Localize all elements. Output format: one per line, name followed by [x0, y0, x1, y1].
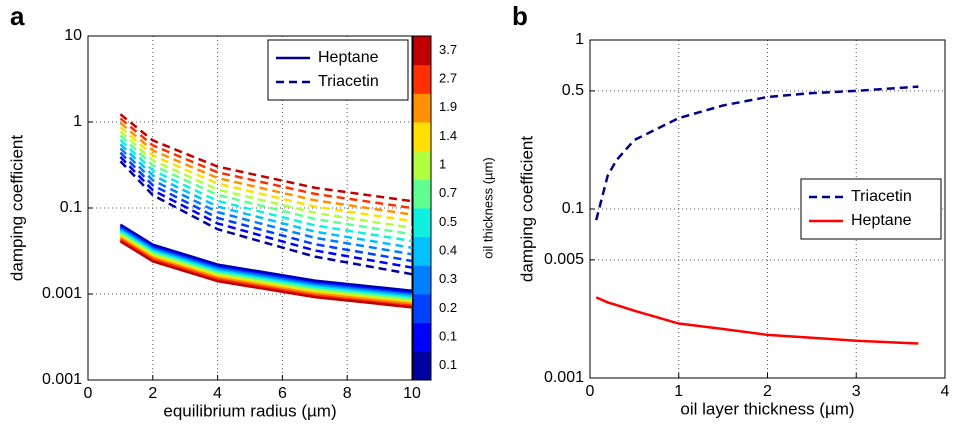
curve	[119, 240, 413, 309]
x-tick-label: 4	[941, 383, 950, 400]
curve	[595, 296, 919, 345]
colorbar-tick-label: 0.3	[439, 271, 457, 286]
y-axis-label: damping coefficient	[517, 136, 536, 282]
colorbar-tick-label: 2.7	[439, 70, 457, 85]
colorbar-swatch	[413, 150, 431, 180]
colorbar-tick-label: 3.7	[439, 42, 457, 57]
x-tick-label: 1	[674, 383, 683, 400]
colorbar-swatch	[413, 322, 431, 352]
colorbar-tick-label: 0.2	[439, 300, 457, 315]
y-tick-label: 10	[64, 27, 82, 44]
curve	[119, 143, 413, 249]
panel-label: a	[10, 1, 25, 31]
panel-label: b	[512, 1, 528, 31]
curve	[119, 147, 413, 256]
x-tick-label: 3	[852, 383, 861, 400]
colorbar-swatch	[413, 208, 431, 238]
curve	[119, 117, 413, 210]
curve	[119, 121, 413, 216]
curve	[119, 126, 413, 223]
x-tick-label: 4	[213, 385, 222, 402]
legend-label: Triacetin	[318, 73, 379, 90]
curve	[119, 236, 413, 306]
colorbar-tick-label: 0.5	[439, 214, 457, 229]
curve	[119, 238, 413, 307]
curve	[119, 139, 413, 243]
colorbar-swatch	[413, 93, 431, 123]
curve	[119, 156, 413, 269]
y-tick-label: 0.001	[42, 371, 82, 388]
colorbar-swatch	[413, 265, 431, 295]
axes-frame	[589, 39, 946, 379]
legend-label: Triacetin	[851, 188, 912, 205]
colorbar-swatch	[413, 179, 431, 209]
colorbar-swatch	[413, 236, 431, 266]
y-tick-label: 1	[575, 31, 584, 48]
x-tick-label: 2	[763, 383, 772, 400]
y-axis-label: damping coefficient	[7, 135, 26, 281]
curve	[119, 235, 413, 304]
curve	[119, 134, 413, 236]
x-tick-label: 6	[278, 385, 287, 402]
y-tick-label: 0.001	[544, 369, 584, 386]
colorbar-tick-label: 0.1	[439, 357, 457, 372]
axes-frame	[87, 35, 413, 381]
x-axis-label: equilibrium radius (µm)	[163, 401, 336, 420]
curve	[119, 233, 413, 303]
colorbar-swatch	[413, 64, 431, 94]
colorbar-swatch	[413, 294, 431, 324]
colorbar-tick-label: 0.1	[439, 328, 457, 343]
x-tick-label: 2	[148, 385, 157, 402]
curve	[595, 85, 919, 221]
colorbar-tick-label: 0.7	[439, 185, 457, 200]
y-tick-label: 0.1	[562, 200, 584, 217]
x-tick-label: 0	[586, 383, 595, 400]
colorbar-tick-label: 0.4	[439, 242, 457, 257]
x-tick-label: 0	[84, 385, 93, 402]
curve	[119, 130, 413, 230]
curve	[119, 223, 413, 293]
x-tick-label: 8	[343, 385, 352, 402]
curve	[119, 113, 413, 203]
y-tick-label: 0.001	[42, 285, 82, 302]
legend-box	[267, 39, 409, 101]
curve	[119, 160, 413, 276]
x-axis-label: oil layer thickness (µm)	[680, 399, 854, 418]
y-tick-label: 0.5	[562, 82, 584, 99]
legend-label: Heptane	[318, 49, 379, 66]
colorbar-tick-label: 1.4	[439, 128, 457, 143]
y-tick-label: 1	[73, 113, 82, 130]
colorbar-label: oil thickness (µm)	[480, 157, 495, 258]
colorbar-swatch	[413, 351, 431, 381]
x-tick-label: 10	[403, 385, 421, 402]
legend-box	[800, 178, 942, 240]
colorbar-tick-label: 1.9	[439, 99, 457, 114]
y-tick-label: 0.1	[60, 199, 82, 216]
legend-label: Heptane	[851, 212, 912, 229]
colorbar-tick-label: 1	[439, 156, 446, 171]
colorbar-swatch	[413, 122, 431, 152]
colorbar-frame	[412, 35, 432, 381]
colorbar-swatch	[413, 36, 431, 66]
curve	[119, 151, 413, 263]
y-tick-label: 0.005	[544, 251, 584, 268]
